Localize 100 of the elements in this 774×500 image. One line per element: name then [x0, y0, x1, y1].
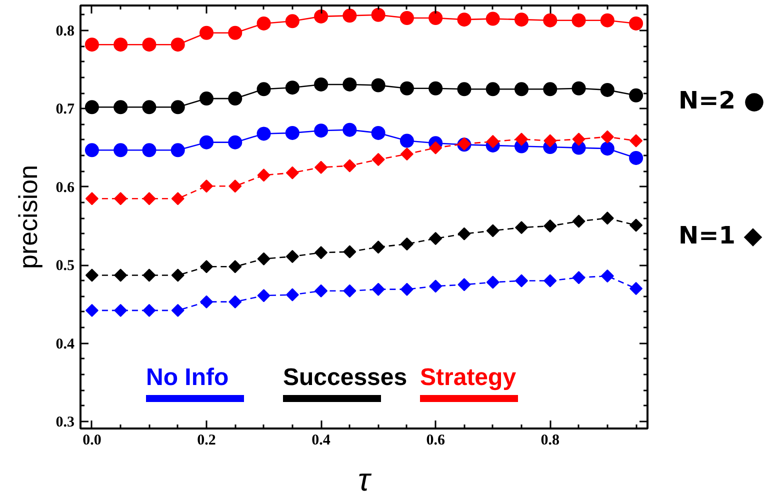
point: [142, 192, 156, 206]
point: [142, 268, 156, 282]
point: [200, 260, 214, 274]
point: [228, 135, 242, 150]
point: [142, 38, 156, 52]
point: [600, 13, 614, 28]
point: [200, 92, 214, 106]
point: [114, 100, 128, 114]
point: [629, 150, 644, 165]
y-tick-label: 0.7: [56, 102, 75, 118]
point: [544, 219, 557, 232]
point: [400, 134, 414, 148]
point: [314, 246, 328, 260]
text: Strategy: [420, 364, 518, 392]
point: [200, 26, 214, 40]
point: [514, 12, 528, 27]
point: [85, 192, 98, 206]
point: [400, 237, 414, 250]
y-tick-label: 0.3: [56, 414, 74, 430]
x-tick-label: 0.8: [540, 432, 560, 448]
point: [171, 192, 184, 206]
point: [256, 16, 271, 30]
point: [429, 280, 442, 293]
point: [285, 126, 300, 140]
point: [342, 8, 357, 23]
point: [343, 159, 356, 172]
point: [371, 8, 386, 22]
point: [543, 13, 558, 28]
point: [458, 278, 471, 292]
point: [600, 142, 614, 156]
point: [170, 100, 185, 114]
x-tick-label: 0.0: [82, 432, 102, 448]
point: [457, 12, 472, 27]
point: [371, 126, 386, 140]
point: [84, 143, 99, 158]
point: [200, 135, 214, 150]
point: [114, 192, 128, 206]
point: [314, 284, 328, 298]
point: [514, 82, 528, 96]
point: [142, 100, 156, 114]
text: N=2 ●: [678, 86, 765, 114]
point: [342, 77, 357, 92]
point: [600, 270, 614, 283]
point: [372, 282, 385, 296]
point: [142, 143, 156, 158]
point: [171, 268, 184, 282]
point: [256, 126, 271, 141]
point: [84, 100, 99, 114]
point: [572, 13, 586, 28]
point: [228, 260, 242, 274]
point: [630, 134, 643, 148]
point: [84, 38, 99, 52]
point: [486, 82, 500, 96]
text: Successes: [283, 364, 408, 392]
point: [429, 232, 442, 246]
point: [428, 11, 443, 25]
point: [142, 304, 156, 317]
x-tick-label: 0.6: [426, 432, 446, 448]
point: [114, 304, 128, 317]
point: [314, 9, 328, 24]
point: [600, 82, 614, 97]
point: [572, 271, 586, 284]
point: [257, 168, 270, 182]
point: [343, 245, 356, 258]
point: [514, 132, 528, 146]
text: No Info: [146, 364, 230, 392]
point: [400, 81, 414, 96]
point: [428, 81, 443, 96]
x-tick-label: 0.2: [197, 432, 216, 448]
point: [343, 284, 356, 298]
point: [372, 153, 385, 166]
point: [486, 135, 500, 148]
point: [572, 132, 586, 146]
point: [286, 250, 299, 263]
point: [228, 26, 242, 40]
point: [170, 143, 185, 158]
point: [314, 124, 328, 138]
point: [400, 11, 414, 25]
point: [171, 304, 184, 317]
y-tick-label: 0.5: [56, 258, 74, 274]
point: [514, 221, 528, 234]
point: [85, 304, 98, 317]
point: [543, 82, 558, 96]
point: [114, 38, 128, 52]
point: [629, 88, 644, 102]
point: [228, 92, 242, 106]
text: N=1 ◆: [678, 222, 763, 250]
point: [600, 130, 614, 144]
point: [228, 295, 242, 308]
point: [630, 218, 643, 232]
point: [630, 282, 643, 296]
y-tick-label: 0.4: [56, 336, 75, 352]
x-tick-label: 0.4: [312, 432, 331, 448]
point: [286, 166, 299, 180]
point: [457, 82, 472, 96]
point: [256, 82, 271, 96]
point: [257, 252, 270, 266]
y-axis-title: precision: [12, 164, 43, 270]
point: [458, 227, 471, 240]
point: [486, 12, 500, 26]
